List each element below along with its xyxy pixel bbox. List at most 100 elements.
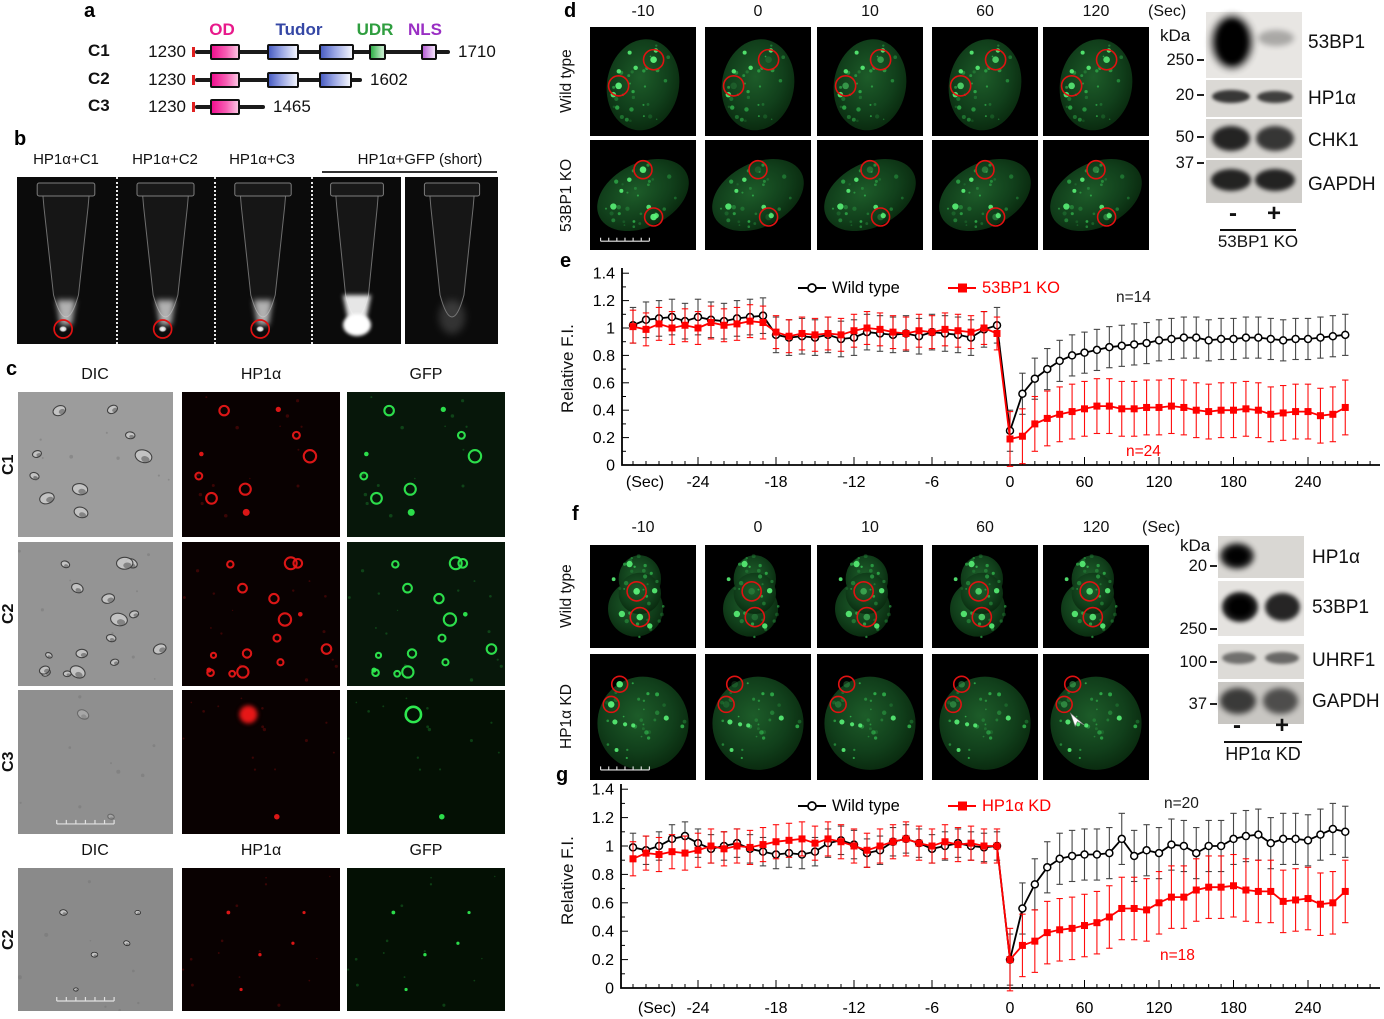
legend-label: Wild type: [832, 797, 900, 815]
fluor-noise: [297, 448, 300, 451]
fluor-dot: [440, 406, 446, 413]
wbf-condition-underline: [1224, 741, 1302, 743]
nucleus: [948, 39, 1022, 131]
n-annotation: n=24: [1126, 443, 1161, 460]
dic-speck: [18, 975, 22, 980]
dic-particle: [107, 813, 115, 820]
bleached-focus: [860, 588, 867, 595]
d-timepoint-1: -10: [631, 3, 655, 20]
d-row-label-53bp1ko: 53BP1 KO: [558, 158, 575, 232]
fluor-ring: [276, 658, 285, 667]
bleached-focus: [639, 166, 647, 173]
pellet-glow: [253, 300, 273, 325]
wb-band: [1222, 652, 1256, 664]
bleach-target-circle: [834, 74, 857, 97]
wbd-band-label-hp1a: HP1α: [1308, 88, 1356, 109]
fluor-noise: [296, 399, 300, 403]
fluor-noise: [367, 709, 370, 713]
dic-particle: [31, 450, 43, 458]
fluor-dot: [274, 813, 280, 820]
fluor-noise: [198, 492, 203, 497]
wbd-band-label-chk1: CHK1: [1308, 130, 1359, 151]
x-tick-label: 240: [1295, 474, 1322, 491]
dic-speck: [153, 678, 156, 680]
y-tick-label: 0.8: [593, 348, 615, 365]
bleach-target-circle: [602, 695, 620, 714]
bleach-target-circle: [1096, 207, 1117, 227]
wb-band-core: [1228, 597, 1252, 617]
dic-particle: [105, 633, 117, 643]
bleached-focus: [957, 82, 964, 90]
tube-cap: [330, 182, 384, 197]
fluor-noise: [418, 768, 422, 771]
dic-speck: [40, 608, 44, 612]
y-tick-label: 1.2: [593, 293, 615, 310]
fluor-dot: [404, 987, 408, 992]
fluor-noise: [388, 513, 393, 518]
f-timepoint-3: 10: [861, 519, 879, 536]
nucleus: [824, 676, 916, 770]
fluor-ring: [205, 491, 218, 505]
panel-b-label: b: [14, 128, 27, 150]
frap-cell-t1: [705, 545, 811, 648]
fluor-noise: [385, 632, 388, 635]
construct-start-tick: [192, 47, 195, 57]
speckles: [611, 554, 665, 639]
bleached-focus: [615, 82, 622, 90]
speckles: [720, 682, 802, 760]
frap-cell-t1: [705, 654, 811, 780]
construct-name-c1: C1: [88, 41, 110, 60]
fluor-ring: [302, 448, 318, 464]
speckles: [1064, 554, 1118, 639]
fluor-background: [347, 392, 505, 537]
bleached-focus: [650, 56, 657, 63]
scale-bar: [600, 766, 650, 771]
dic-particle: [134, 910, 141, 915]
fluor-ring: [406, 648, 418, 659]
fluor-noise: [481, 957, 483, 960]
dic-speck: [78, 695, 82, 699]
wbf-lane-plus: +: [1274, 712, 1289, 739]
fluor-ring: [442, 612, 458, 627]
y-tick-label: 0: [606, 458, 615, 475]
legend-label: HP1α KD: [982, 797, 1051, 815]
y-tick-label: 0.6: [592, 895, 614, 912]
bleached-focus: [843, 680, 850, 688]
dic-particle: [71, 582, 84, 594]
wb-band: [1220, 688, 1256, 714]
y-tick-label: 0.6: [593, 375, 615, 392]
microscopy-red-row4: [182, 868, 340, 1011]
bleach-target-circle: [250, 319, 271, 339]
frap-cell-t2: [817, 27, 923, 136]
fluor-noise: [332, 751, 335, 754]
fluor-noise: [439, 768, 442, 771]
fluor-noise: [262, 727, 267, 732]
dic-background: [18, 690, 173, 834]
fluor-ring: [226, 560, 235, 569]
fluor-noise: [249, 477, 251, 480]
dic-speck: [105, 431, 108, 434]
tube-label-gfp-main: HP1α+GFP: [357, 151, 435, 168]
domain-label-nls: NLS: [408, 20, 442, 39]
tube-image-5: [423, 182, 481, 334]
dic-particle: [52, 405, 67, 417]
fluor-ring: [383, 404, 395, 417]
y-tick-label: 0.4: [592, 924, 614, 941]
wbf-marker-100: 100: [1179, 653, 1207, 671]
fluor-ring: [374, 651, 383, 659]
c-col-header2-gfp: GFP: [409, 842, 443, 859]
fluor-ring: [291, 430, 301, 440]
bleached-focus: [975, 588, 982, 595]
fluor-noise: [277, 1003, 281, 1007]
nucleus: [606, 39, 680, 131]
tube-label-2: HP1α+C2: [132, 151, 198, 168]
bleached-focus: [751, 613, 759, 621]
legend-marker-square: [958, 283, 967, 293]
fluor-noise: [329, 875, 331, 878]
dic-particle: [39, 492, 55, 505]
fluor-noise: [465, 425, 468, 428]
dic-speck: [69, 579, 71, 582]
fluor-ring: [272, 633, 282, 643]
tube-separator: [116, 177, 118, 344]
panel-c-label: c: [6, 358, 18, 380]
